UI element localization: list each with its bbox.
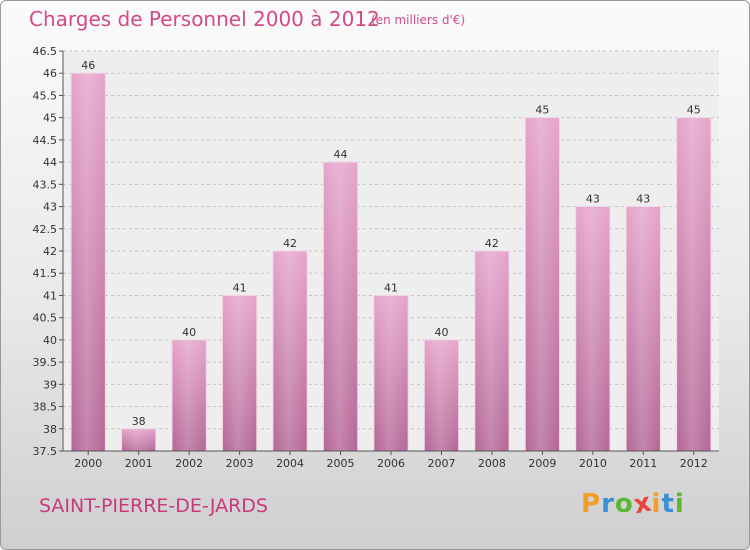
- bars: 46 38 40 41 42 44 41 40 42 45 43 43 45: [70, 59, 712, 452]
- x-tick-label: 2003: [226, 457, 254, 470]
- data-label: 45: [687, 104, 701, 117]
- y-tick-label: 40: [43, 334, 57, 347]
- bar-highlight: [73, 74, 104, 451]
- logo-letter: P: [581, 489, 602, 519]
- x-tick-label: 2008: [478, 457, 506, 470]
- y-tick-label: 40.5: [33, 312, 58, 325]
- x-tick-label: 2004: [276, 457, 304, 470]
- data-label: 44: [334, 148, 348, 161]
- bar-highlight: [123, 429, 154, 451]
- data-label: 42: [283, 237, 297, 250]
- data-label: 38: [132, 415, 146, 428]
- chart-title: Charges de Personnel 2000 à 2012: [29, 7, 380, 31]
- data-label: 43: [586, 193, 600, 206]
- data-label: 41: [233, 281, 247, 294]
- data-label: 43: [636, 193, 650, 206]
- data-label: 40: [182, 326, 196, 339]
- data-label: 41: [384, 281, 398, 294]
- logo-letter: r: [601, 489, 615, 519]
- y-tick-label: 46.5: [33, 45, 58, 58]
- proxiti-logo: Proxiti: [581, 487, 685, 520]
- bar-highlight: [628, 207, 659, 451]
- y-tick-label: 42: [43, 245, 57, 258]
- y-tick-label: 39.5: [33, 356, 58, 369]
- bar-highlight: [325, 163, 356, 451]
- y-tick-label: 44: [43, 156, 57, 169]
- bar-highlight: [173, 340, 205, 451]
- y-tick-label: 45: [43, 112, 57, 125]
- logo-letter: o: [614, 489, 634, 519]
- y-tick-label: 44.5: [33, 134, 58, 147]
- data-label: 40: [434, 326, 448, 339]
- x-tick-label: 2009: [528, 457, 556, 470]
- x-tick-label: 2001: [125, 457, 153, 470]
- data-label: 45: [535, 104, 549, 117]
- bar-highlight: [274, 252, 306, 451]
- logo-letter: t: [661, 489, 675, 519]
- bar-highlight: [476, 252, 508, 451]
- x-tick-label: 2012: [680, 457, 708, 470]
- logo-letter: i: [651, 489, 662, 519]
- bar-highlight: [678, 118, 709, 452]
- y-tick-label: 41: [43, 289, 57, 302]
- y-tick-label: 39: [43, 378, 57, 391]
- y-tick-label: 43: [43, 201, 57, 214]
- chart-subtitle: (en milliers d'€): [371, 13, 466, 27]
- place-name: SAINT-PIERRE-DE-JARDS: [39, 495, 268, 517]
- data-label: 46: [81, 59, 95, 72]
- bar-highlight: [375, 296, 407, 451]
- bar-highlight: [527, 118, 558, 452]
- bar-highlight: [426, 340, 457, 451]
- bar-highlight: [224, 296, 255, 451]
- x-tick-label: 2000: [74, 457, 102, 470]
- data-label: 42: [485, 237, 499, 250]
- logo-letter: i: [674, 489, 685, 519]
- y-tick-label: 46: [43, 67, 57, 80]
- y-tick-label: 42.5: [33, 223, 58, 236]
- y-tick-label: 38: [43, 423, 57, 436]
- x-tick-label: 2002: [175, 457, 203, 470]
- x-tick-label: 2007: [427, 457, 455, 470]
- y-tick-label: 37.5: [33, 445, 58, 458]
- x-tick-label: 2006: [377, 457, 405, 470]
- y-tick-label: 43.5: [33, 178, 58, 191]
- y-tick-label: 45.5: [33, 89, 58, 102]
- x-tick-label: 2011: [629, 457, 657, 470]
- axes: 37.5 38 38.5 39 39.5 40 40.5 41 41.5 42 42.5 43 43.5…: [33, 45, 719, 470]
- y-tick-label: 38.5: [33, 401, 58, 414]
- x-tick-label: 2010: [579, 457, 607, 470]
- y-tick-label: 41.5: [33, 267, 58, 280]
- x-tick-label: 2005: [327, 457, 355, 470]
- bar-highlight: [577, 207, 609, 451]
